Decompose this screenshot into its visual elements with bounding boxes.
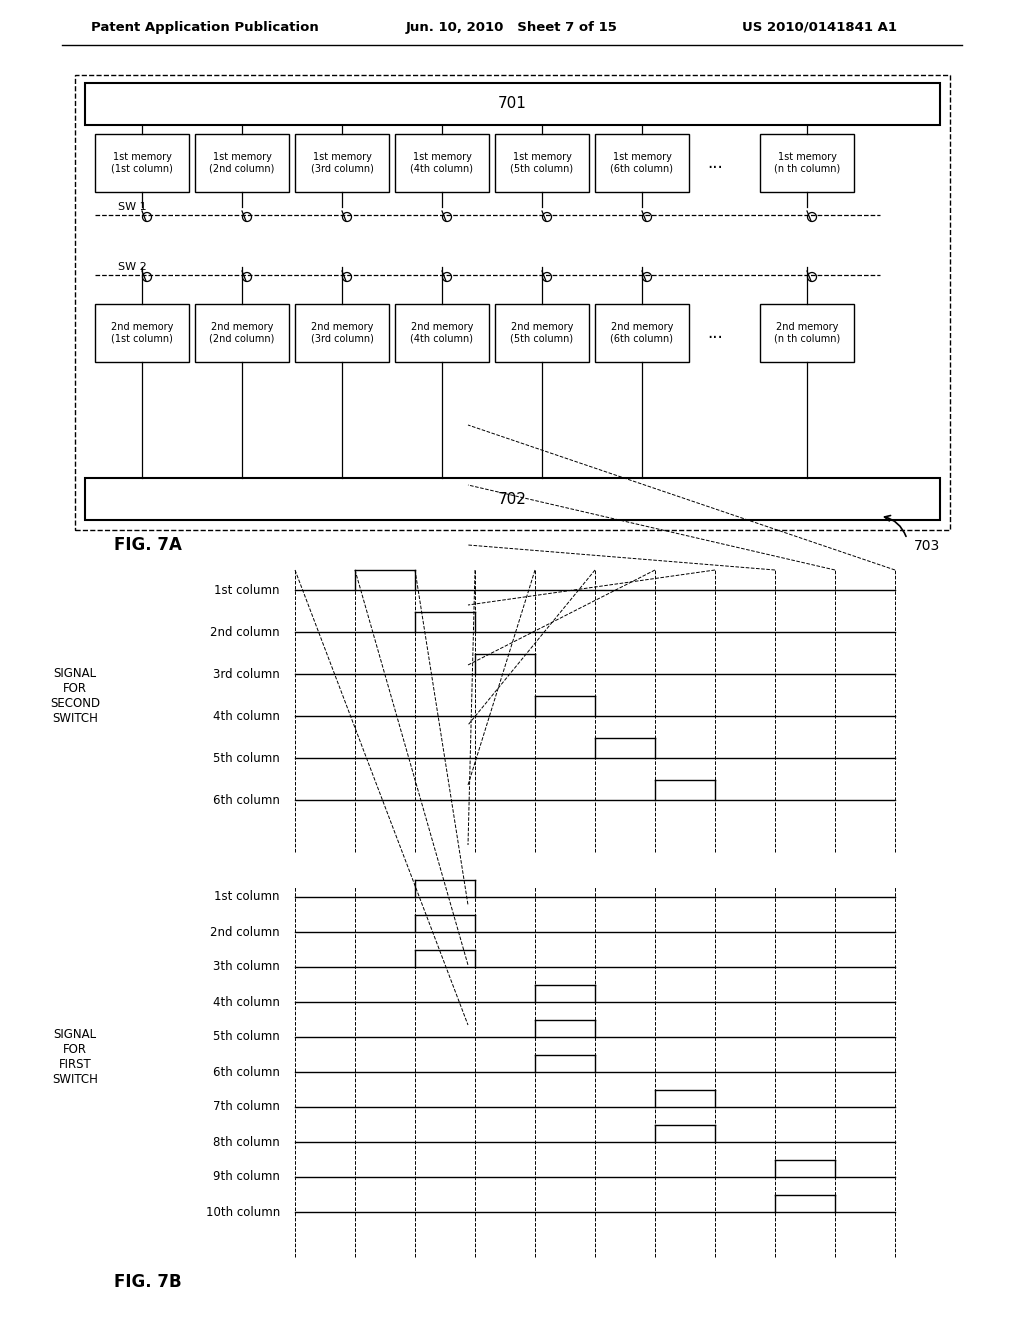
Bar <box>85 478 940 520</box>
Bar <box>395 135 489 191</box>
Text: 2nd memory
(5th column): 2nd memory (5th column) <box>510 322 573 343</box>
Text: 1st memory
(2nd column): 1st memory (2nd column) <box>209 152 274 174</box>
Text: FIG. 7B: FIG. 7B <box>115 1272 182 1291</box>
Text: SIGNAL
FOR
SECOND
SWITCH: SIGNAL FOR SECOND SWITCH <box>50 667 100 725</box>
Text: 701: 701 <box>498 96 526 111</box>
Bar <box>295 304 389 362</box>
Bar <box>295 135 389 191</box>
Text: 2nd memory
(1st column): 2nd memory (1st column) <box>111 322 173 343</box>
Text: 2nd memory
(n th column): 2nd memory (n th column) <box>774 322 840 343</box>
Text: 3th column: 3th column <box>213 961 280 974</box>
Text: 703: 703 <box>913 539 940 553</box>
Text: 2nd column: 2nd column <box>210 626 280 639</box>
Text: FIG. 7A: FIG. 7A <box>114 536 182 554</box>
Text: 1st memory
(6th column): 1st memory (6th column) <box>610 152 674 174</box>
Text: 2nd column: 2nd column <box>210 925 280 939</box>
Text: 5th column: 5th column <box>213 751 280 764</box>
Text: 6th column: 6th column <box>213 793 280 807</box>
Text: 7th column: 7th column <box>213 1101 280 1114</box>
Text: SIGNAL
FOR
FIRST
SWITCH: SIGNAL FOR FIRST SWITCH <box>52 1028 98 1086</box>
Bar <box>395 304 489 362</box>
Bar <box>595 135 689 191</box>
Bar <box>495 304 589 362</box>
Bar <box>495 135 589 191</box>
Text: ...: ... <box>708 154 723 172</box>
Text: ...: ... <box>708 323 723 342</box>
Text: SW 1: SW 1 <box>118 202 146 213</box>
Bar <box>85 83 940 125</box>
Bar <box>595 304 689 362</box>
Text: 4th column: 4th column <box>213 710 280 722</box>
Text: Jun. 10, 2010   Sheet 7 of 15: Jun. 10, 2010 Sheet 7 of 15 <box>407 21 617 33</box>
Bar <box>760 304 854 362</box>
Text: Patent Application Publication: Patent Application Publication <box>91 21 318 33</box>
Text: 4th column: 4th column <box>213 995 280 1008</box>
Text: 2nd memory
(4th column): 2nd memory (4th column) <box>411 322 473 343</box>
Bar <box>95 135 189 191</box>
Text: 9th column: 9th column <box>213 1171 280 1184</box>
Bar <box>195 304 289 362</box>
Text: 702: 702 <box>498 491 526 507</box>
Text: 1st memory
(1st column): 1st memory (1st column) <box>111 152 173 174</box>
Bar <box>195 135 289 191</box>
Bar <box>95 304 189 362</box>
Text: 1st column: 1st column <box>214 583 280 597</box>
Text: US 2010/0141841 A1: US 2010/0141841 A1 <box>742 21 897 33</box>
Text: 8th column: 8th column <box>213 1135 280 1148</box>
Text: 1st memory
(5th column): 1st memory (5th column) <box>510 152 573 174</box>
Text: 1st memory
(n th column): 1st memory (n th column) <box>774 152 840 174</box>
Text: 10th column: 10th column <box>206 1205 280 1218</box>
Bar <box>75 75 950 531</box>
Text: 6th column: 6th column <box>213 1065 280 1078</box>
Text: 2nd memory
(2nd column): 2nd memory (2nd column) <box>209 322 274 343</box>
Text: 2nd memory
(3rd column): 2nd memory (3rd column) <box>310 322 374 343</box>
Text: 3rd column: 3rd column <box>213 668 280 681</box>
Text: 5th column: 5th column <box>213 1031 280 1044</box>
Text: 1st memory
(3rd column): 1st memory (3rd column) <box>310 152 374 174</box>
Text: SW 2: SW 2 <box>118 261 146 272</box>
Bar <box>760 135 854 191</box>
Text: 2nd memory
(6th column): 2nd memory (6th column) <box>610 322 674 343</box>
Text: 1st column: 1st column <box>214 891 280 903</box>
Text: 1st memory
(4th column): 1st memory (4th column) <box>411 152 473 174</box>
